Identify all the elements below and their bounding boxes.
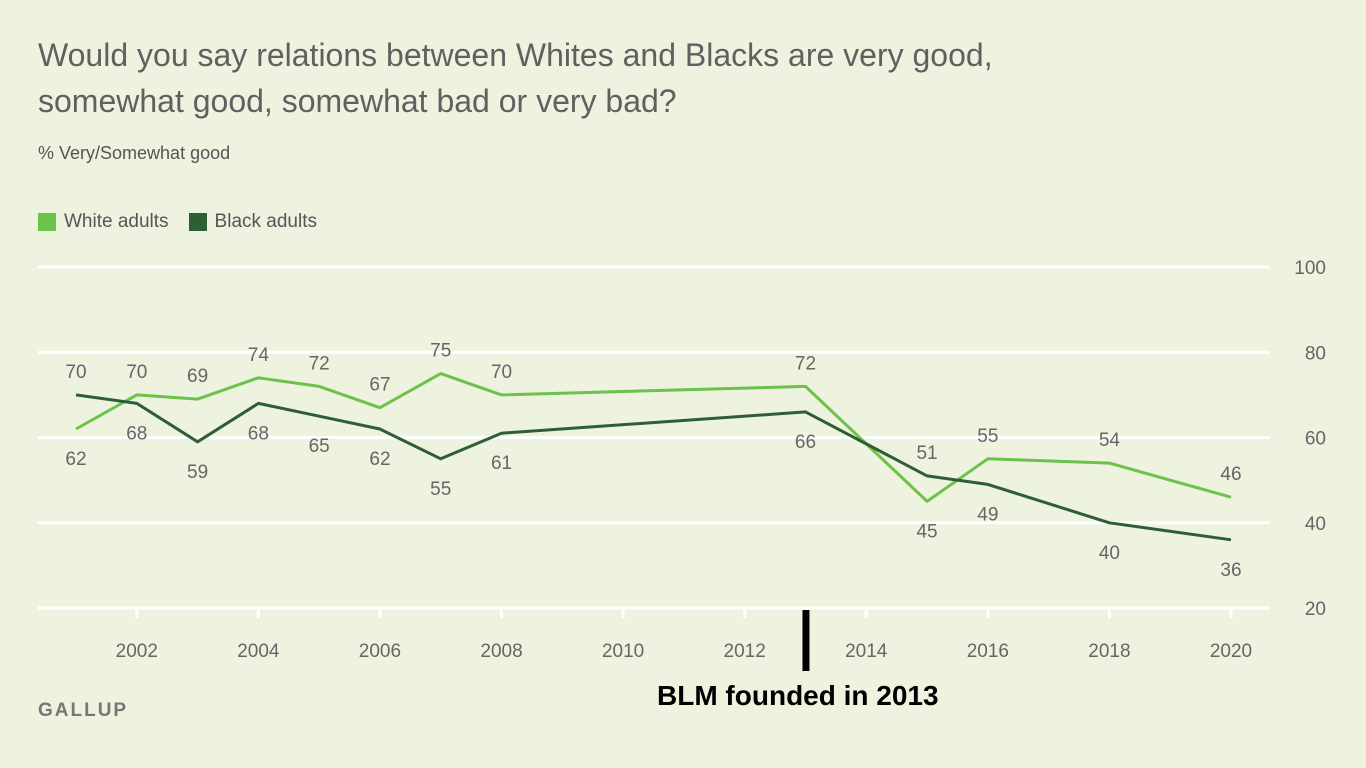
legend-item-white-adults: White adults (38, 211, 169, 233)
chart-subtitle: % Very/Somewhat good (38, 143, 231, 163)
data-label-white-adults-2018: 54 (1099, 430, 1121, 451)
series-line-white-adults (75, 372, 1232, 503)
data-label-white-adults-2016: 55 (977, 426, 998, 447)
data-label-white-adults-2015: 45 (916, 521, 937, 542)
data-label-white-adults-2001: 62 (65, 449, 86, 470)
x-tick-label-2004: 2004 (237, 641, 280, 662)
data-label-white-adults-2007: 75 (430, 341, 451, 362)
data-label-white-adults-2008: 70 (491, 362, 512, 383)
data-label-white-adults-2006: 67 (369, 375, 390, 396)
data-label-black-adults-2004: 68 (248, 423, 269, 444)
legend-swatch-black-adults (188, 213, 207, 231)
series-line-black-adults (75, 393, 1232, 542)
data-label-black-adults-2020: 36 (1220, 560, 1241, 581)
data-label-black-adults-2005: 65 (309, 436, 330, 457)
y-tick-label-20: 20 (1305, 599, 1326, 620)
y-tick-label-100: 100 (1294, 258, 1326, 279)
x-tick-label-2012: 2012 (724, 641, 766, 662)
data-label-white-adults-2005: 72 (309, 353, 330, 374)
blm-marker (802, 610, 810, 671)
data-label-white-adults-2013: 72 (795, 353, 816, 374)
data-label-white-adults-2004: 74 (248, 345, 270, 366)
y-tick-label-80: 80 (1305, 343, 1326, 364)
x-tick-label-2010: 2010 (602, 641, 644, 662)
legend-item-black-adults: Black adults (188, 211, 317, 233)
x-tick-label-2002: 2002 (116, 641, 158, 662)
data-label-black-adults-2002: 68 (126, 423, 147, 444)
data-label-white-adults-2003: 69 (187, 366, 208, 387)
data-label-black-adults-2013: 66 (795, 432, 816, 453)
blm-annotation-label: BLM founded in 2013 (657, 680, 939, 711)
legend-swatch-white-adults (38, 213, 56, 231)
data-label-black-adults-2001: 70 (65, 362, 86, 383)
data-label-black-adults-2016: 49 (977, 504, 998, 525)
data-label-black-adults-2003: 59 (187, 462, 208, 483)
x-tick-label-2016: 2016 (967, 641, 1009, 662)
data-label-black-adults-2007: 55 (430, 479, 451, 500)
data-label-black-adults-2018: 40 (1099, 543, 1120, 564)
chart-title: Would you say relations between Whites a… (38, 37, 993, 119)
legend-label-white-adults: White adults (64, 211, 169, 232)
y-tick-label-40: 40 (1305, 514, 1326, 535)
source-label: GALLUP (38, 700, 129, 721)
x-tick-label-2018: 2018 (1088, 641, 1130, 662)
data-label-white-adults-2020: 46 (1220, 464, 1241, 485)
x-tick-label-2020: 2020 (1210, 641, 1252, 662)
x-tick-label-2006: 2006 (359, 641, 401, 662)
data-label-black-adults-2006: 62 (369, 449, 390, 470)
data-label-black-adults-2015: 51 (916, 443, 937, 464)
y-tick-label-60: 60 (1305, 429, 1326, 450)
legend: White adults Black adults (38, 211, 337, 233)
x-tick-label-2008: 2008 (480, 641, 522, 662)
legend-label-black-adults: Black adults (214, 211, 317, 232)
data-label-black-adults-2008: 61 (491, 453, 512, 474)
data-label-white-adults-2002: 70 (126, 362, 147, 383)
x-tick-label-2014: 2014 (845, 641, 888, 662)
